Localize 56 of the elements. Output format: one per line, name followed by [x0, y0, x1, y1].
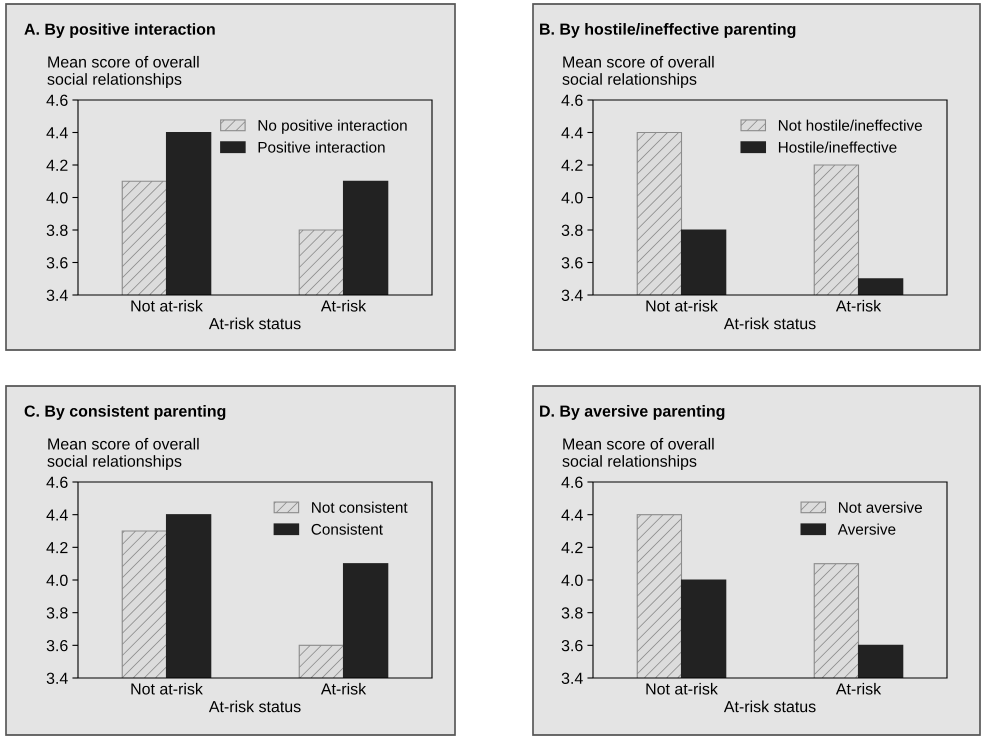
x-tick-label: At-risk: [836, 682, 882, 695]
x-tick-label: At-risk: [836, 300, 882, 312]
y-tick-label: 3.4: [562, 290, 583, 301]
y-axis-title: Mean score of overall social relationships: [47, 56, 199, 88]
y-tick-label: 4.0: [561, 192, 583, 204]
y-tick-label: 3.4: [46, 290, 68, 301]
y-tick-label: 3.8: [46, 224, 68, 236]
y-tick-label: 3.8: [562, 607, 583, 619]
legend-label: No positive interaction: [258, 120, 407, 134]
chart-title: B. By hostile/ineffective parenting: [540, 23, 796, 38]
y-tick-label: 3.8: [562, 224, 583, 236]
y-tick-label: 4.6: [561, 476, 583, 488]
y-axis-title: Mean score of overall social relationships: [47, 438, 199, 470]
legend-label: Not aversive: [838, 502, 922, 513]
y-tick-label: 3.4: [562, 672, 583, 684]
y-axis-title: Mean score of overall social relationships: [562, 56, 714, 88]
x-tick-label: Not at-risk: [131, 300, 203, 312]
y-axis-title: Mean score of overall social relationships: [562, 438, 714, 470]
x-tick-label: Not at-risk: [646, 300, 718, 312]
y-tick-label: 4.2: [46, 542, 68, 554]
x-tick-label: At-risk: [320, 682, 366, 695]
y-tick-label: 4.2: [561, 542, 582, 554]
y-tick-label: 4.2: [46, 160, 68, 171]
legend-label: Hostile/ineffective: [778, 141, 896, 153]
x-axis-title: At-risk status: [208, 700, 301, 712]
y-tick-label: 3.6: [562, 257, 583, 268]
chart-title: D. By aversive parenting: [540, 405, 724, 420]
y-tick-label: 3.6: [46, 257, 68, 268]
y-tick-label: 4.4: [561, 127, 583, 138]
chart-title: C. By consistent parenting: [24, 405, 226, 420]
legend-label: Consistent: [312, 524, 383, 535]
y-tick-label: 4.0: [561, 574, 583, 586]
x-tick-label: Not at-risk: [646, 682, 718, 695]
y-tick-label: 3.6: [46, 640, 68, 652]
y-tick-label: 4.2: [561, 160, 582, 171]
y-tick-label: 3.8: [46, 607, 68, 619]
y-tick-label: 4.4: [561, 509, 583, 520]
x-tick-label: At-risk: [320, 300, 366, 312]
chart-title: A. By positive interaction: [24, 23, 215, 38]
x-axis-title: At-risk status: [724, 700, 816, 712]
x-axis-title: At-risk status: [724, 318, 816, 330]
y-tick-label: 4.6: [46, 476, 68, 488]
legend-label: Aversive: [838, 524, 896, 535]
legend-label: Positive interaction: [258, 141, 385, 153]
legend-label: Not hostile/ineffective: [778, 120, 922, 131]
y-tick-label: 4.0: [46, 192, 68, 204]
y-tick-label: 3.6: [562, 640, 583, 652]
y-tick-label: 4.6: [561, 94, 583, 106]
x-tick-label: Not at-risk: [131, 682, 203, 695]
y-tick-label: 4.4: [46, 127, 68, 138]
y-tick-label: 3.4: [46, 672, 68, 684]
y-tick-label: 4.4: [46, 509, 68, 520]
x-axis-title: At-risk status: [208, 318, 301, 330]
y-tick-label: 4.0: [46, 574, 68, 586]
y-tick-label: 4.6: [46, 94, 68, 106]
legend-label: Not consistent: [312, 502, 408, 513]
